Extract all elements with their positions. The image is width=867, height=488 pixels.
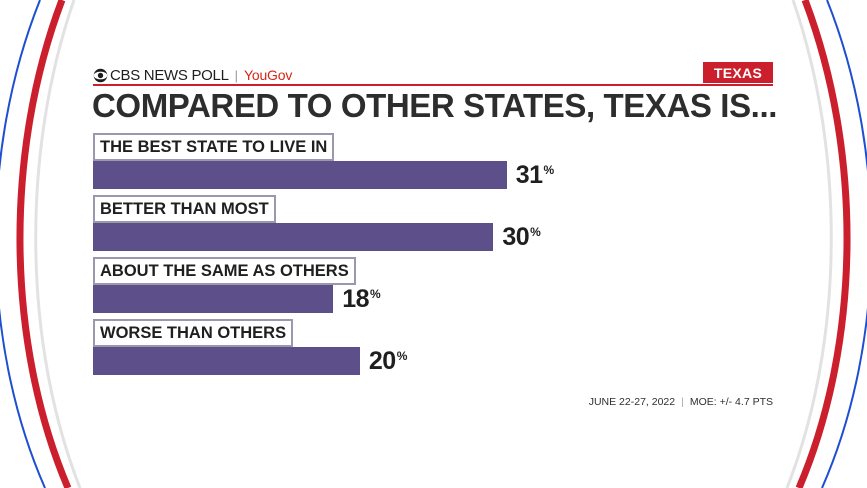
brand-partner: YouGov [244,67,293,83]
value-number: 18 [342,284,370,313]
ring-blue-outer-right [821,0,867,488]
value-unit: % [370,287,381,301]
brand-name: CBS NEWS POLL [110,66,229,84]
value-label: 18% [342,285,380,313]
ring-blue-outer [0,0,46,488]
value-unit: % [396,349,408,363]
category-label: BETTER THAN MOST [93,195,276,223]
chart-title: COMPARED TO OTHER STATES, TEXAS IS... [92,87,777,124]
cbs-eye-icon [93,68,108,82]
ring-gray-left [34,0,82,488]
category-label: ABOUT THE SAME AS OTHERS [93,257,356,285]
ring-gray-right [785,0,833,488]
bar [93,161,507,189]
value-number: 31 [515,160,543,189]
title-rule [93,84,773,86]
ring-red-left [16,0,72,488]
value-unit: % [530,225,541,239]
value-label: 20% [369,347,407,375]
bar [93,347,360,375]
bar [93,285,334,313]
footer: JUNE 22-27, 2022 | MOE: +/- 4.7 PTS [589,396,773,408]
bar [93,223,494,251]
category-label: WORSE THAN OTHERS [93,319,294,347]
value-number: 20 [368,346,396,375]
value-unit: % [543,163,555,177]
brand-separator: | [234,67,239,83]
bar-chart: THE BEST STATE TO LIVE IN 31% BETTER THAN … [93,125,773,385]
value-label: 30% [502,223,540,251]
value-number: 30 [502,222,530,251]
footer-separator: | [681,396,684,408]
category-label: THE BEST STATE TO LIVE IN [93,133,335,161]
ring-red-right [795,0,851,488]
brand-row: CBS NEWS POLL | YouGov [93,66,292,84]
state-tag: TEXAS [703,62,773,83]
margin-of-error: MOE: +/- 4.7 PTS [689,396,773,408]
poll-dates: JUNE 22-27, 2022 [588,396,676,408]
value-label: 31% [516,161,554,189]
